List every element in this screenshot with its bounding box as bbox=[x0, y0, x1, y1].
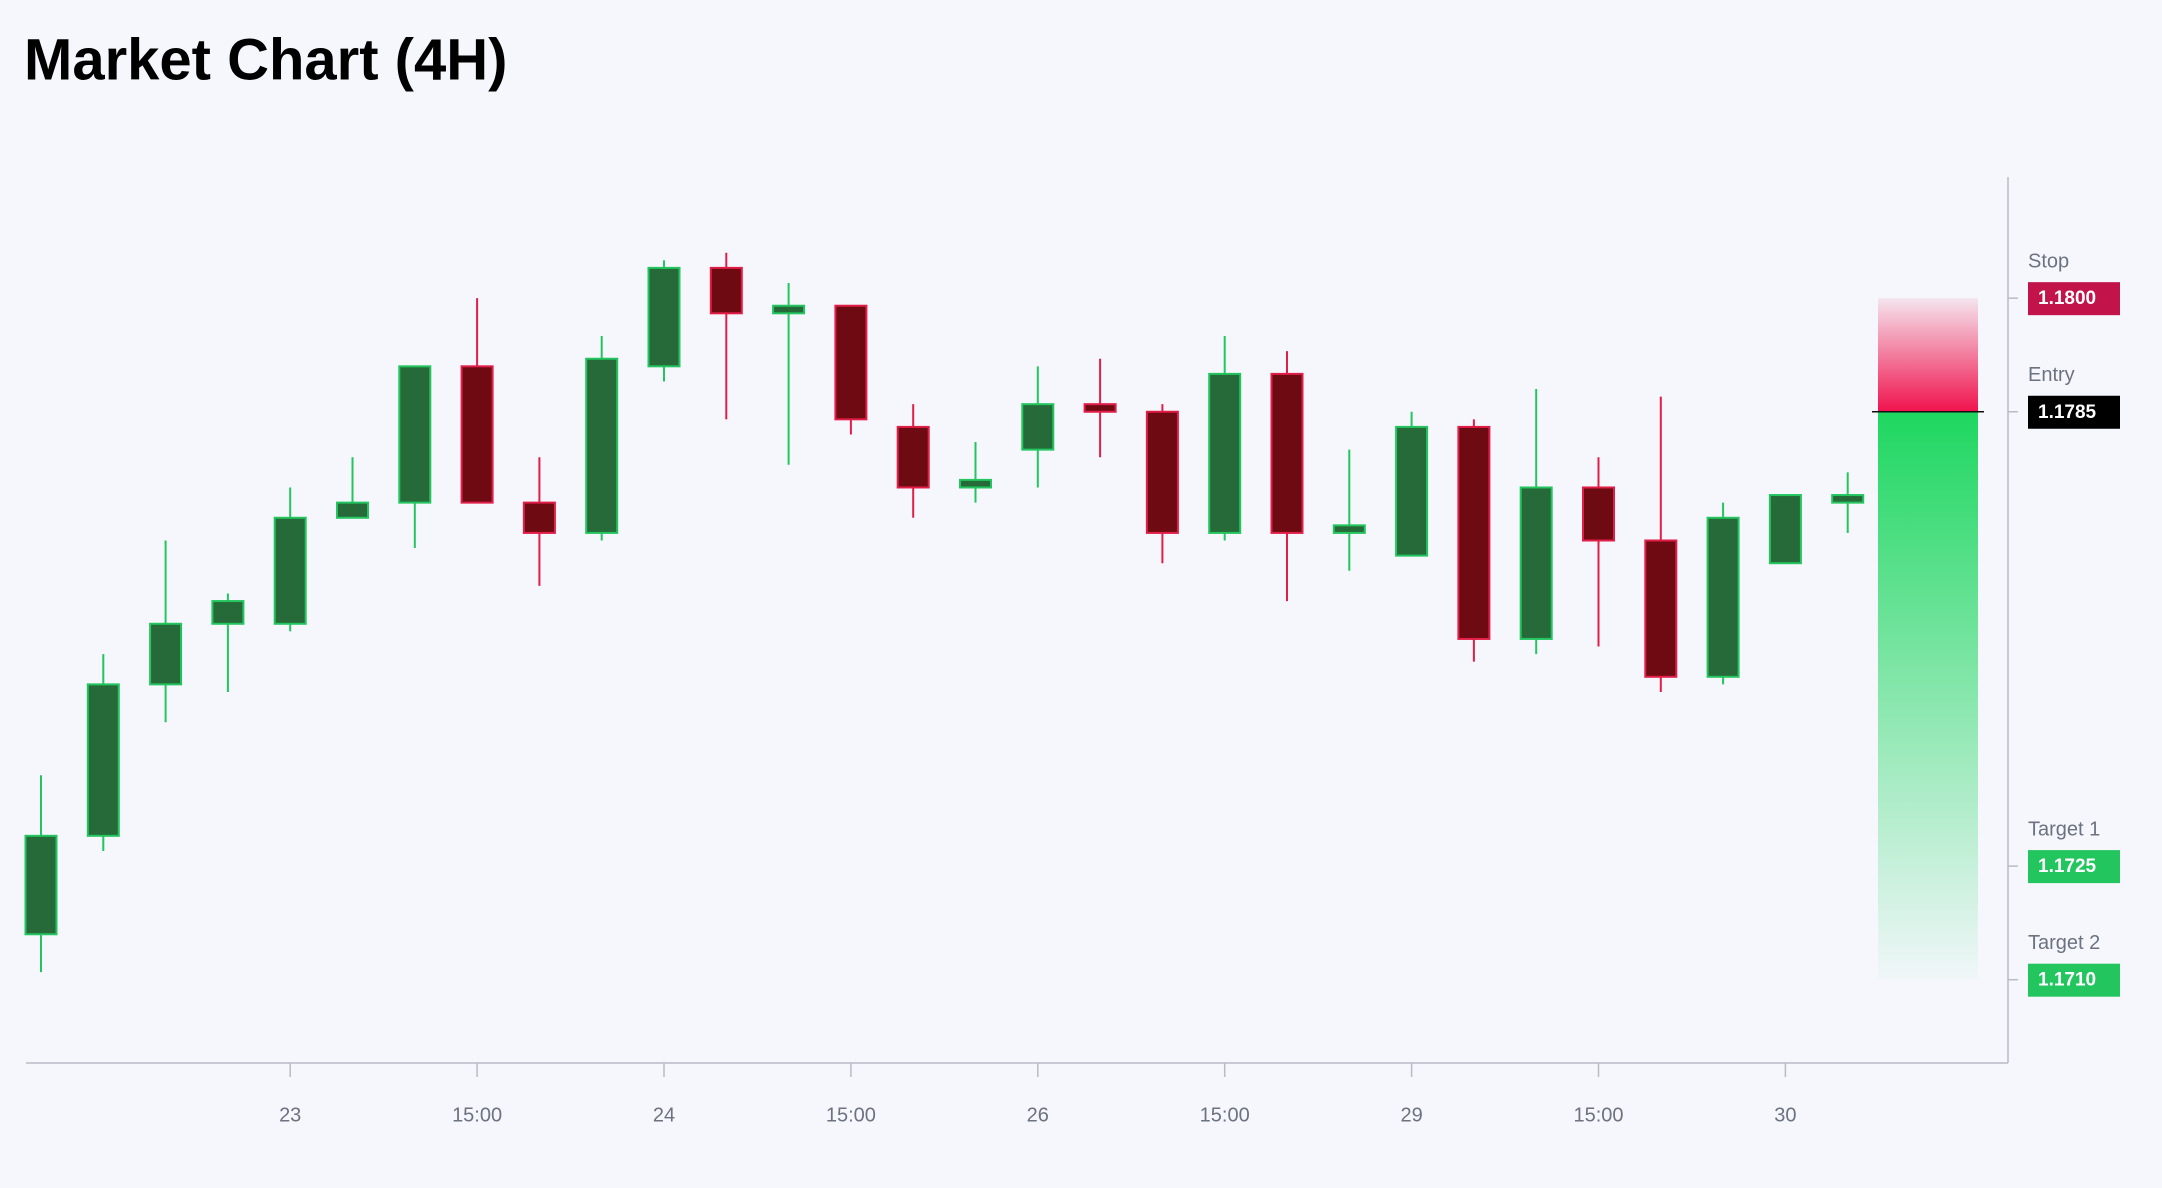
x-tick-label: 15:00 bbox=[452, 1104, 502, 1126]
chart-title: Market Chart (4H) bbox=[24, 27, 507, 92]
x-tick-label: 15:00 bbox=[1200, 1104, 1250, 1126]
x-tick-label: 15:00 bbox=[826, 1104, 876, 1126]
x-tick-label: 15:00 bbox=[1573, 1104, 1623, 1126]
candle-body bbox=[896, 425, 930, 489]
candle-body bbox=[1270, 372, 1304, 534]
candle-body bbox=[1145, 410, 1179, 534]
candle-body bbox=[709, 266, 743, 315]
level-box bbox=[2028, 850, 2120, 884]
level-name: Entry bbox=[2028, 364, 2075, 386]
candle-body bbox=[1021, 403, 1055, 451]
candle-body bbox=[1332, 524, 1366, 534]
level-name: Stop bbox=[2028, 250, 2069, 272]
level-box bbox=[2028, 395, 2120, 429]
candle-body bbox=[211, 600, 245, 625]
candle-body bbox=[86, 683, 120, 837]
candle-body bbox=[273, 516, 307, 625]
candle-body bbox=[1208, 372, 1242, 534]
candle-body bbox=[336, 501, 369, 519]
candle-body bbox=[1644, 539, 1678, 678]
candle-body bbox=[585, 357, 619, 534]
candle-body bbox=[834, 304, 868, 421]
level-label: 1.1800 bbox=[2038, 288, 2096, 309]
candle-body bbox=[460, 365, 494, 504]
level-box bbox=[2028, 282, 2120, 316]
candle-body bbox=[959, 478, 992, 489]
level-label: 1.1710 bbox=[2038, 970, 2096, 991]
reward-zone bbox=[1878, 411, 1978, 980]
candle-body bbox=[1519, 486, 1553, 640]
x-tick-label: 26 bbox=[1027, 1104, 1049, 1126]
level-name: Target 2 bbox=[2028, 932, 2100, 954]
level-name: Target 1 bbox=[2028, 818, 2100, 840]
x-tick-label: 23 bbox=[279, 1104, 301, 1126]
candle-body bbox=[772, 304, 806, 315]
candle-body bbox=[1395, 425, 1429, 557]
candle-body bbox=[647, 266, 681, 368]
candle-body bbox=[522, 501, 556, 534]
candle-body bbox=[1083, 403, 1117, 413]
level-label: 1.1785 bbox=[2038, 402, 2097, 423]
x-tick-label: 30 bbox=[1774, 1104, 1796, 1126]
x-tick-label: 24 bbox=[653, 1104, 675, 1126]
candle-body bbox=[24, 834, 58, 936]
candle-body bbox=[1831, 494, 1865, 504]
level-box bbox=[2028, 963, 2120, 997]
candle-body bbox=[149, 622, 183, 686]
risk-zone bbox=[1878, 298, 1978, 412]
candle-body bbox=[1706, 516, 1740, 678]
level-label: 1.1725 bbox=[2038, 856, 2097, 877]
candle-body bbox=[1768, 494, 1802, 565]
candle-body bbox=[1582, 486, 1615, 542]
candle-body bbox=[1457, 425, 1491, 640]
candle-body bbox=[398, 365, 432, 504]
x-tick-label: 29 bbox=[1400, 1104, 1422, 1126]
